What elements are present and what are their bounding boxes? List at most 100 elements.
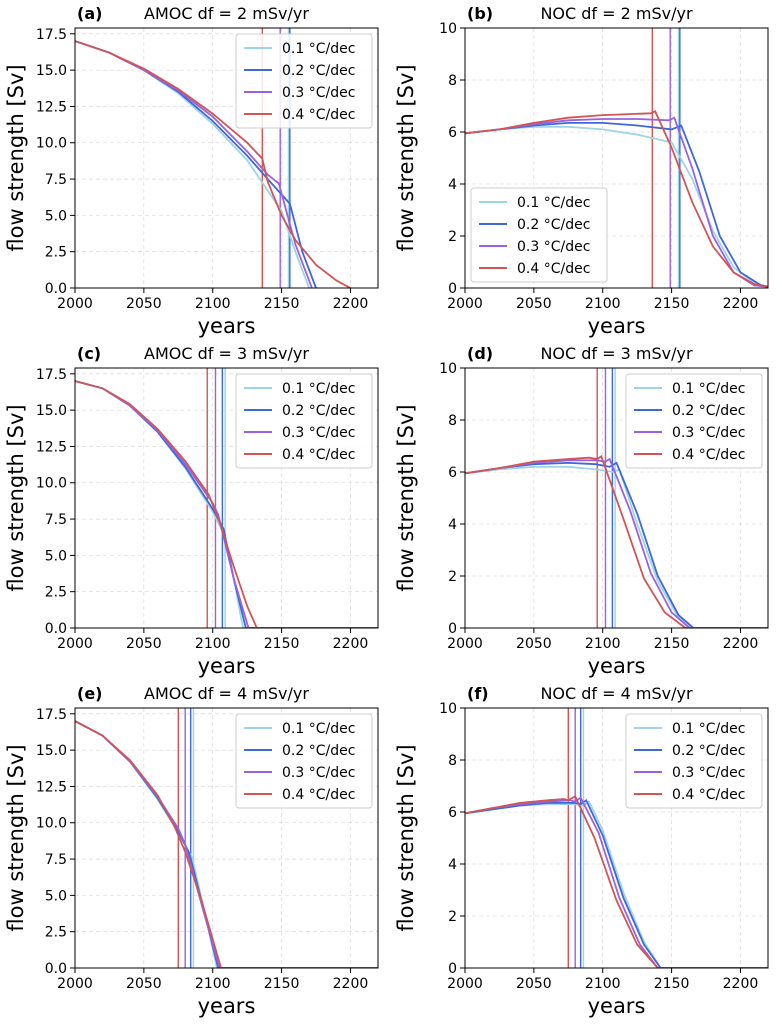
y-tick-label: 7.5 [45, 172, 67, 188]
y-tick-label: 4 [448, 517, 457, 533]
plot-frame [74, 27, 379, 289]
y-tick-label: 10.0 [36, 136, 67, 152]
chart-title: AMOC df = 3 mSv/yr [144, 344, 309, 363]
plot-frame [74, 707, 379, 969]
chart-panel-d: 2000 2050 2100 2150 2200 0 2 4 6 8 10 years flow str… [390, 340, 779, 680]
y-tick-label: 6 [448, 125, 457, 141]
chart-title: NOC df = 4 mSv/yr [540, 684, 693, 703]
series-line [465, 122, 768, 288]
chart-title: NOC df = 3 mSv/yr [540, 344, 693, 363]
panel-letter: (a) [77, 4, 102, 23]
y-tick-label: 0.0 [45, 281, 67, 297]
x-tick-label: 2150 [654, 296, 690, 312]
legend-label: 0.2 °C/dec [517, 217, 590, 233]
x-tick-label: 2150 [654, 636, 690, 652]
x-tick-label: 2000 [447, 296, 483, 312]
x-tick-label: 2100 [195, 296, 231, 312]
panel-letter: (e) [77, 684, 102, 703]
series-line [465, 125, 768, 288]
y-tick-label: 2 [448, 229, 457, 245]
plot-area [75, 28, 351, 288]
y-tick-label: 6 [448, 465, 457, 481]
y-tick-label: 5.0 [45, 208, 67, 224]
legend-label: 0.4 °C/dec [517, 261, 590, 277]
plot-frame [464, 27, 769, 289]
legend: 0.1 °C/dec 0.2 °C/dec 0.3 °C/dec 0.4 °C/dec [625, 713, 763, 809]
y-axis-label: flow strength [Sv] [4, 404, 28, 591]
plot-frame [464, 367, 769, 629]
y-tick-label: 10 [439, 701, 457, 717]
legend-label: 0.4 °C/dec [282, 787, 355, 803]
x-axis-label: years [198, 994, 256, 1018]
series-line [75, 720, 378, 968]
chart-title: AMOC df = 2 mSv/yr [144, 4, 309, 23]
legend-label: 0.3 °C/dec [517, 239, 590, 255]
y-tick-label: 8 [448, 413, 457, 429]
chart-svg-d: 2000 2050 2100 2150 2200 0 2 4 6 8 10 years flow str… [394, 344, 769, 678]
chart-svg-b: 2000 2050 2100 2150 2200 0 2 4 6 8 10 years flow str… [394, 4, 769, 338]
legend-box [470, 187, 608, 283]
y-tick-label: 5.0 [45, 548, 67, 564]
y-axis-label: flow strength [Sv] [4, 744, 28, 931]
legend-label: 0.1 °C/dec [282, 721, 355, 737]
legend: 0.1 °C/dec 0.2 °C/dec 0.3 °C/dec 0.4 °C/dec [625, 373, 763, 469]
plot-frame [74, 367, 379, 629]
series-line [75, 380, 378, 628]
y-tick-label: 17.5 [36, 27, 67, 43]
x-tick-label: 2050 [516, 636, 552, 652]
x-axis-label: years [588, 314, 646, 338]
y-tick-label: 8 [448, 753, 457, 769]
x-tick-label: 2100 [585, 296, 621, 312]
y-tick-label: 2 [448, 569, 457, 585]
legend-label: 0.4 °C/dec [672, 447, 745, 463]
plot-area [75, 708, 378, 968]
x-tick-label: 2000 [57, 636, 93, 652]
legend-label: 0.2 °C/dec [672, 743, 745, 759]
plot-area [75, 368, 378, 628]
y-tick-label: 12.5 [36, 439, 67, 455]
y-tick-label: 15.0 [36, 743, 67, 759]
legend-label: 0.2 °C/dec [282, 743, 355, 759]
y-tick-label: 7.5 [45, 512, 67, 528]
x-tick-label: 2000 [57, 296, 93, 312]
plot-area [465, 368, 768, 628]
x-tick-label: 2050 [516, 976, 552, 992]
chart-panel-e: 2000 2050 2100 2150 2200 0.0 2.5 5.0 7.5 10.0 12.5… [0, 680, 389, 1020]
legend-label: 0.1 °C/dec [282, 41, 355, 57]
x-tick-label: 2150 [654, 976, 690, 992]
legend-box [625, 373, 763, 469]
y-tick-label: 0 [448, 961, 457, 977]
legend-label: 0.4 °C/dec [672, 787, 745, 803]
legend-label: 0.1 °C/dec [517, 195, 590, 211]
y-axis-label: flow strength [Sv] [4, 64, 28, 251]
x-tick-label: 2100 [585, 976, 621, 992]
chart-svg-c: 2000 2050 2100 2150 2200 0.0 2.5 5.0 7.5 10.0 12.5… [4, 344, 379, 678]
y-tick-label: 17.5 [36, 367, 67, 383]
y-tick-label: 2.5 [45, 245, 67, 261]
y-tick-label: 2.5 [45, 925, 67, 941]
y-axis-label: flow strength [Sv] [394, 64, 418, 251]
x-tick-label: 2000 [447, 976, 483, 992]
legend: 0.1 °C/dec 0.2 °C/dec 0.3 °C/dec 0.4 °C/dec [235, 373, 373, 469]
x-tick-label: 2050 [126, 296, 162, 312]
x-tick-label: 2100 [195, 636, 231, 652]
series-line [465, 796, 768, 968]
legend-box [235, 373, 373, 469]
panel-letter: (b) [467, 4, 493, 23]
y-tick-label: 8 [448, 73, 457, 89]
y-tick-label: 0.0 [45, 961, 67, 977]
chart-svg-f: 2000 2050 2100 2150 2200 0 2 4 6 8 10 years flow str… [394, 684, 769, 1018]
x-tick-label: 2100 [585, 636, 621, 652]
x-axis-label: years [198, 654, 256, 678]
y-tick-label: 10.0 [36, 816, 67, 832]
x-tick-label: 2150 [264, 636, 300, 652]
series-line [465, 109, 768, 288]
y-tick-label: 10 [439, 361, 457, 377]
y-axis-label: flow strength [Sv] [394, 404, 418, 591]
plot-area [465, 708, 768, 968]
x-tick-label: 2200 [723, 976, 759, 992]
panel-letter: (f) [467, 684, 489, 703]
x-tick-label: 2050 [516, 296, 552, 312]
legend-label: 0.1 °C/dec [672, 381, 745, 397]
legend-label: 0.2 °C/dec [282, 403, 355, 419]
